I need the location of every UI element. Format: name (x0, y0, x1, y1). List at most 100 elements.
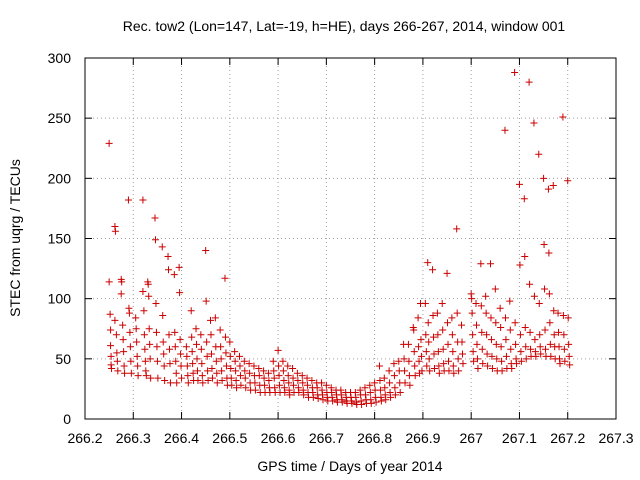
data-point (417, 352, 425, 360)
data-point (117, 290, 125, 298)
data-point (107, 326, 115, 334)
data-point (127, 369, 135, 377)
data-point (405, 357, 413, 365)
data-point (303, 374, 311, 382)
data-point (445, 367, 453, 375)
data-point (554, 309, 562, 317)
data-point (423, 362, 431, 370)
data-point (226, 338, 234, 346)
data-point (541, 285, 549, 293)
data-point (521, 253, 529, 261)
data-point (371, 379, 379, 387)
axis-ticks (84, 57, 617, 420)
data-point (502, 352, 510, 360)
data-point (183, 362, 191, 370)
data-point (348, 399, 356, 407)
data-point (198, 372, 206, 380)
data-point (208, 374, 216, 382)
data-point (565, 352, 573, 360)
data-point (470, 357, 478, 365)
data-point (232, 376, 240, 384)
data-point (492, 319, 500, 327)
x-tick-label: 266.2 (67, 430, 102, 446)
data-point (329, 397, 337, 405)
data-point (531, 336, 539, 344)
data-point (424, 259, 432, 267)
data-point (295, 389, 303, 397)
data-point (410, 326, 418, 334)
data-point (199, 379, 207, 387)
data-point (536, 331, 544, 339)
data-point (358, 401, 366, 409)
data-point (444, 357, 452, 365)
data-point (496, 304, 504, 312)
data-point (458, 321, 466, 329)
data-point (105, 139, 113, 147)
data-point (440, 360, 448, 368)
data-point (193, 355, 201, 363)
data-point (418, 367, 426, 375)
data-point (448, 331, 456, 339)
y-tick-label: 200 (48, 170, 72, 186)
data-point (241, 374, 249, 382)
data-point (530, 119, 538, 127)
x-tick-label: 266.5 (212, 430, 247, 446)
data-point (391, 391, 399, 399)
data-point (140, 331, 148, 339)
data-point (177, 350, 185, 358)
data-point (153, 343, 161, 351)
data-point (498, 357, 506, 365)
data-point (309, 393, 317, 401)
data-point (160, 362, 168, 370)
data-point (235, 352, 243, 360)
data-point (119, 336, 127, 344)
data-point (469, 348, 477, 356)
data-point (313, 384, 321, 392)
data-point (376, 386, 384, 394)
data-point (222, 362, 230, 370)
data-point (550, 307, 558, 315)
data-point (513, 360, 521, 368)
data-point (159, 312, 167, 320)
data-point (516, 331, 524, 339)
data-point (560, 345, 568, 353)
data-point (184, 379, 192, 387)
data-point (366, 389, 374, 397)
data-point (377, 397, 385, 405)
y-tick-label: 150 (48, 231, 72, 247)
data-point (429, 312, 437, 320)
data-point (366, 381, 374, 389)
data-point (559, 113, 567, 121)
data-point (512, 340, 520, 348)
data-point (396, 389, 404, 397)
data-point (182, 343, 190, 351)
data-point (204, 376, 212, 384)
data-point (154, 374, 162, 382)
data-point (375, 362, 383, 370)
data-point (164, 253, 172, 261)
data-point (422, 348, 430, 356)
data-point (390, 360, 398, 368)
data-point (245, 360, 253, 368)
data-point (411, 372, 419, 380)
data-point (372, 398, 380, 406)
data-point (285, 379, 293, 387)
data-point (433, 309, 441, 317)
data-point (121, 369, 129, 377)
data-point (147, 374, 155, 382)
data-point (516, 261, 524, 269)
data-point (176, 336, 184, 344)
data-point (165, 266, 173, 274)
data-point (113, 357, 121, 365)
data-point (126, 328, 134, 336)
data-point (279, 367, 287, 375)
data-point (536, 343, 544, 351)
data-points (105, 68, 574, 409)
data-point (145, 292, 153, 300)
data-point (146, 340, 154, 348)
data-point (542, 345, 550, 353)
data-point (218, 376, 226, 384)
data-point (227, 364, 235, 372)
data-point (401, 367, 409, 375)
data-point (541, 326, 549, 334)
